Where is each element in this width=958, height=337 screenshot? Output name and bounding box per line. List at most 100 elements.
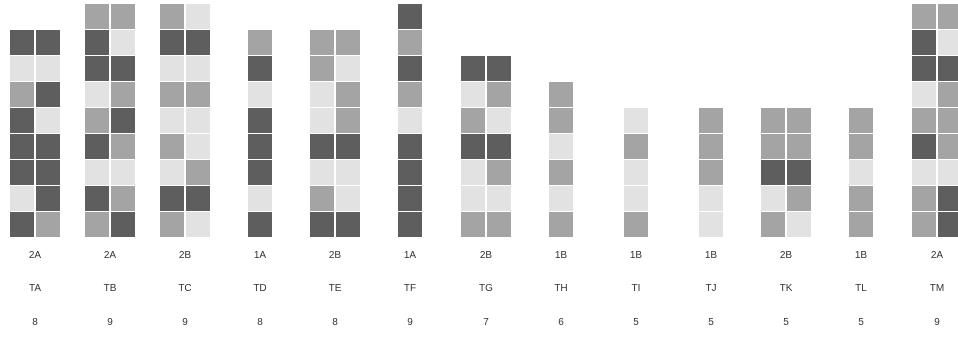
grid-cell xyxy=(397,134,422,159)
grid-cell xyxy=(186,4,210,29)
grid-cell xyxy=(397,186,422,211)
grid-cell xyxy=(160,4,184,29)
grid-cell xyxy=(487,134,511,159)
grid-cell xyxy=(487,56,511,81)
grid-cell xyxy=(397,108,422,133)
grid-cell xyxy=(111,4,135,29)
grid-cell xyxy=(487,186,511,211)
column-count-label: 5 xyxy=(633,317,639,328)
grid-cell xyxy=(623,186,648,211)
grid-cell xyxy=(10,212,34,237)
grid-cell xyxy=(787,186,811,211)
grid-cell xyxy=(111,82,135,107)
grid-cell xyxy=(787,160,811,185)
grid-cell xyxy=(761,212,785,237)
grid-cell xyxy=(36,82,60,107)
grid-cell xyxy=(247,134,272,159)
grid-cell xyxy=(247,82,272,107)
grid-cell xyxy=(336,160,360,185)
grid-cell xyxy=(336,212,360,237)
grid-cell xyxy=(461,108,485,133)
column-count-label: 9 xyxy=(934,317,940,328)
grid-cell xyxy=(461,82,485,107)
grid-cell xyxy=(310,82,334,107)
grid-cell xyxy=(397,212,422,237)
grid-cell xyxy=(938,186,958,211)
grid-cell xyxy=(160,160,184,185)
column-name-label: TB xyxy=(103,283,117,294)
grid-cell xyxy=(787,108,811,133)
grid-cell xyxy=(160,186,184,211)
grid-cell xyxy=(310,56,334,81)
column-code-label: 2A xyxy=(28,250,42,261)
grid-cell xyxy=(160,82,184,107)
grid-cell xyxy=(85,56,109,81)
grid-cell xyxy=(310,30,334,55)
grid-cell xyxy=(487,108,511,133)
column-code-label: 1A xyxy=(253,250,267,261)
grid-cell xyxy=(623,160,648,185)
grid-cell xyxy=(36,212,60,237)
grid-cell xyxy=(160,30,184,55)
column-code-label: 2B xyxy=(328,250,342,261)
grid-cell xyxy=(247,160,272,185)
grid-cell xyxy=(787,212,811,237)
column-code-label: 1B xyxy=(554,250,568,261)
grid-cell xyxy=(310,160,334,185)
column-count-label: 6 xyxy=(558,317,564,328)
grid-cell xyxy=(848,186,873,211)
grid-cell xyxy=(912,108,936,133)
grid-cell xyxy=(10,186,34,211)
grid-cell xyxy=(912,56,936,81)
grid-cell xyxy=(938,108,958,133)
grid-cell xyxy=(698,134,723,159)
column-count-label: 9 xyxy=(407,317,413,328)
grid-cell xyxy=(761,134,785,159)
column-name-label: TJ xyxy=(705,283,717,294)
grid-cell xyxy=(336,56,360,81)
grid-cell xyxy=(36,56,60,81)
column-count-label: 8 xyxy=(332,317,338,328)
grid-cell xyxy=(10,134,34,159)
grid-cell xyxy=(912,4,936,29)
grid-cell xyxy=(761,186,785,211)
grid-cell xyxy=(111,30,135,55)
grid-cell xyxy=(85,4,109,29)
grid-cell xyxy=(623,134,648,159)
grid-cell xyxy=(247,56,272,81)
grid-cell xyxy=(848,134,873,159)
grid-cell xyxy=(111,160,135,185)
grid-cell xyxy=(85,30,109,55)
column-name-label: TA xyxy=(28,283,42,294)
grid-cell xyxy=(548,134,573,159)
column-name-label: TH xyxy=(554,283,568,294)
grid-cell xyxy=(310,186,334,211)
grid-cell xyxy=(85,82,109,107)
grid-cell xyxy=(938,56,958,81)
column-count-label: 9 xyxy=(182,317,188,328)
grid-cell xyxy=(336,108,360,133)
grid-cell xyxy=(938,160,958,185)
grid-cell xyxy=(36,30,60,55)
grid-cell xyxy=(698,108,723,133)
column-count-label: 5 xyxy=(783,317,789,328)
grid-cell xyxy=(397,82,422,107)
column-name-label: TE xyxy=(328,283,342,294)
grid-cell xyxy=(310,212,334,237)
grid-cell xyxy=(623,212,648,237)
grid-cell xyxy=(85,212,109,237)
grid-cell xyxy=(111,212,135,237)
grid-cell xyxy=(487,160,511,185)
grid-cell xyxy=(111,108,135,133)
grid-cell xyxy=(186,30,210,55)
grid-cell xyxy=(160,212,184,237)
grid-cell xyxy=(698,160,723,185)
grid-cell xyxy=(336,30,360,55)
